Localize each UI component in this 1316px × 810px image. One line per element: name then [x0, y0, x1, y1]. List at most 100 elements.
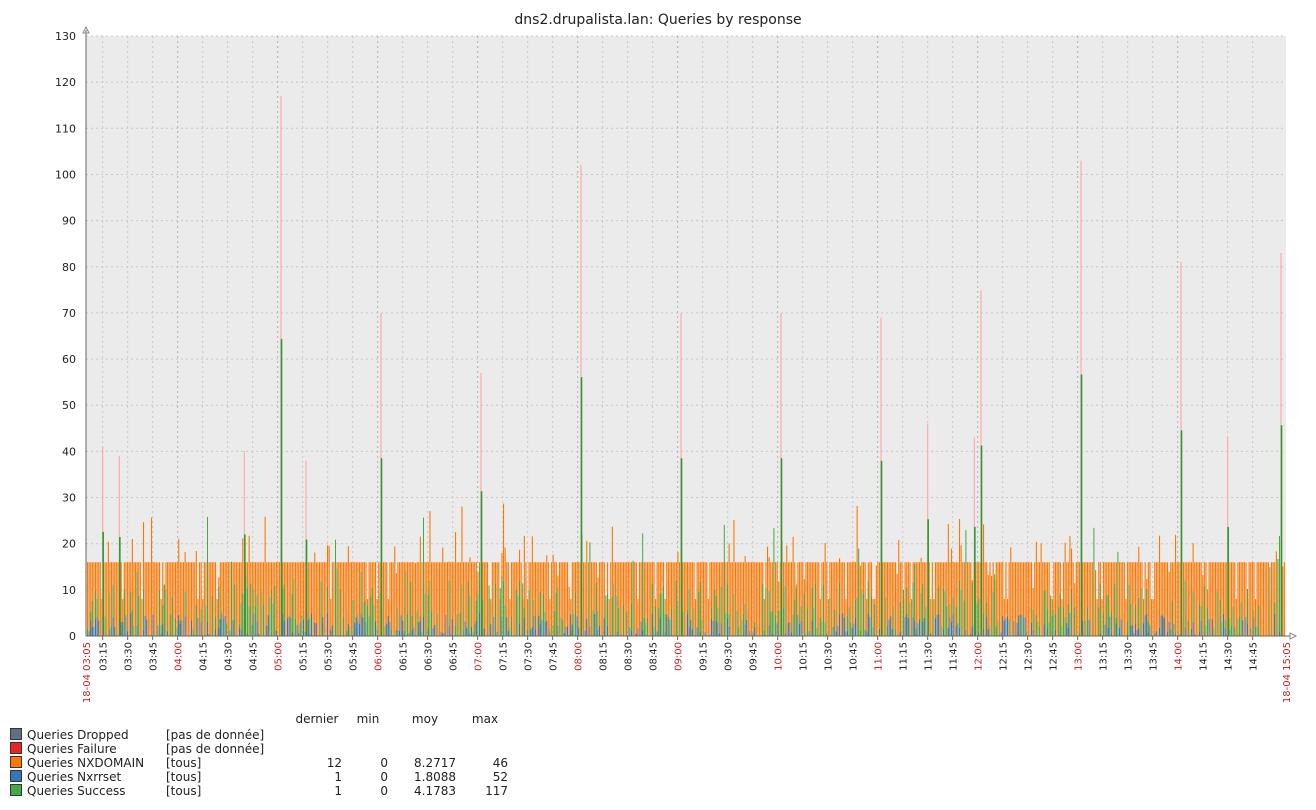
- bar-nxdomain: [696, 562, 698, 636]
- bar-nxdomain: [485, 562, 487, 636]
- bar-nxdomain: [611, 526, 613, 636]
- bar-nxrrset: [531, 627, 533, 636]
- bar-nxdomain: [1096, 599, 1098, 636]
- bar-nxrrset: [450, 634, 452, 636]
- x-tick-label: 04:00: [174, 642, 185, 671]
- bar-nxdomain: [1035, 541, 1037, 636]
- bar-nxdomain: [1234, 562, 1236, 636]
- bar-nxdomain: [959, 519, 961, 636]
- bar-nxdomain: [1112, 562, 1114, 636]
- bar-nxdomain: [976, 562, 978, 636]
- bar-success: [616, 596, 618, 636]
- bar-nxrrset: [987, 629, 989, 636]
- bar-nxrrset: [690, 619, 692, 636]
- bar-nxdomain: [1175, 534, 1177, 636]
- bar-nxrrset: [1253, 617, 1255, 636]
- bar-nxdomain: [648, 562, 650, 636]
- bar-success: [829, 598, 831, 636]
- bar-nxdomain: [669, 562, 671, 636]
- bar-nxdomain: [1053, 562, 1055, 636]
- bar-nxdomain: [1205, 562, 1207, 636]
- bar-nxdomain: [827, 599, 829, 636]
- bar-nxdomain: [416, 562, 418, 636]
- bar-nxrrset: [1199, 632, 1200, 636]
- bar-nxdomain: [1195, 562, 1197, 636]
- bar-nxdomain: [471, 562, 473, 636]
- bar-nxdomain: [1024, 562, 1026, 636]
- bar-nxdomain: [421, 562, 423, 636]
- bar-success: [1127, 621, 1128, 636]
- bar-success: [1135, 605, 1136, 636]
- bar-nxrrset: [787, 622, 789, 636]
- bar-nxdomain: [1258, 562, 1260, 636]
- x-tick-label: 08:15: [599, 642, 610, 671]
- bar-nxrrset: [538, 615, 540, 636]
- bar-success: [955, 607, 957, 636]
- bar-nxdomain: [733, 520, 735, 636]
- bar-nxdomain: [826, 562, 828, 636]
- bar-success: [1205, 625, 1207, 636]
- bar-nxdomain: [1072, 562, 1074, 636]
- bar-nxrrset: [637, 628, 639, 636]
- bar-nxdomain: [645, 562, 647, 636]
- legend-series-scope: [tous]: [166, 770, 202, 784]
- bar-nxdomain: [1026, 562, 1028, 636]
- bar-nxdomain: [391, 562, 393, 636]
- bar-nxrrset: [466, 628, 468, 636]
- bar-nxrrset: [576, 616, 578, 636]
- bar-nxrrset: [541, 619, 543, 636]
- legend-swatch: [10, 756, 22, 768]
- bar-nxdomain: [621, 562, 623, 636]
- bar-nxdomain: [111, 562, 113, 636]
- y-tick-label: 130: [55, 30, 76, 43]
- bar-nxdomain: [152, 562, 154, 636]
- bar-nxrrset: [411, 630, 413, 636]
- y-tick-label: 20: [62, 538, 76, 551]
- bar-nxdomain: [1101, 599, 1103, 636]
- bar-success: [251, 624, 253, 636]
- bar-nxrrset: [1194, 634, 1196, 636]
- bar-success: [1269, 567, 1271, 636]
- bar-success: [983, 613, 984, 636]
- bar-nxrrset: [659, 618, 661, 636]
- bar-nxdomain: [199, 562, 201, 636]
- x-tick-label: 13:00: [1074, 642, 1085, 671]
- bar-nxrrset: [253, 613, 255, 636]
- legend-series-name: Queries Success: [27, 784, 126, 798]
- bar-nxdomain: [187, 562, 189, 636]
- bar-nxdomain: [1197, 562, 1199, 636]
- bar-success: [467, 580, 469, 636]
- bar-nxrrset: [568, 634, 570, 636]
- bar-nxrrset: [96, 617, 98, 636]
- bar-nxdomain: [1005, 562, 1007, 636]
- x-tick-label: 06:00: [374, 642, 385, 671]
- bar-success: [555, 592, 557, 636]
- bar-success: [411, 616, 413, 636]
- bar-nxdomain: [1083, 562, 1085, 636]
- bar-nxrrset: [719, 633, 720, 636]
- x-tick-label: 14:45: [1249, 642, 1260, 671]
- bar-nxdomain: [647, 562, 649, 636]
- bar-nxdomain: [573, 562, 575, 636]
- bar-nxdomain: [667, 562, 669, 636]
- bar-nxrrset: [519, 623, 520, 636]
- bar-nxdomain: [322, 562, 324, 636]
- bar-nxdomain: [1119, 562, 1121, 636]
- bar-nxrrset: [720, 623, 722, 636]
- bar-nxrrset: [640, 621, 642, 636]
- bar-success: [807, 608, 808, 636]
- x-tick-label: 09:15: [699, 642, 710, 671]
- bar-nxrrset: [258, 633, 260, 636]
- bar-nxrrset: [1107, 628, 1109, 636]
- legend-series-name: Queries Nxrrset: [27, 770, 122, 784]
- bar-success: [376, 628, 378, 636]
- bar-nxrrset: [847, 631, 848, 636]
- bar-nxdomain: [507, 562, 509, 636]
- bar-nxdomain: [383, 562, 385, 636]
- bar-nxrrset: [832, 626, 834, 636]
- bar-success: [1147, 622, 1149, 636]
- legend-series-scope: [pas de donnée]: [166, 742, 265, 756]
- bar-nxrrset: [440, 632, 442, 636]
- chart: dns2.drupalista.lan: Queries by response…: [55, 12, 1298, 703]
- bar-nxrrset: [1211, 619, 1213, 636]
